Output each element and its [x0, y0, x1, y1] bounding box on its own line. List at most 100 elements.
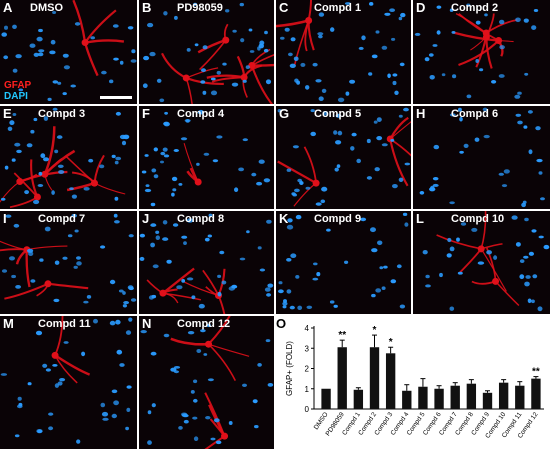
dapi-nucleus — [113, 213, 118, 218]
dapi-nucleus — [114, 160, 119, 165]
dapi-nucleus — [1, 269, 8, 273]
micrograph-image — [422, 211, 550, 312]
dapi-nucleus — [170, 367, 177, 372]
dapi-nucleus — [318, 12, 325, 17]
dapi-nucleus — [398, 114, 403, 118]
dapi-nucleus — [212, 159, 219, 163]
panel-title: Compd 8 — [177, 213, 225, 225]
dapi-nucleus — [228, 421, 233, 425]
dapi-nucleus — [113, 400, 119, 406]
dapi-nucleus — [207, 234, 212, 238]
dapi-nucleus — [198, 303, 205, 309]
dapi-nucleus — [187, 331, 195, 335]
panel-letter: C — [279, 0, 289, 15]
dapi-nucleus — [178, 183, 183, 186]
dapi-nucleus — [356, 158, 361, 164]
dapi-nucleus — [15, 54, 22, 59]
dapi-nucleus — [228, 286, 235, 291]
gfap-cell-body — [221, 432, 229, 440]
dapi-nucleus — [519, 259, 525, 263]
dapi-nucleus — [290, 37, 296, 42]
dapi-nucleus — [358, 46, 364, 50]
dapi-nucleus — [101, 70, 107, 75]
dapi-nucleus — [322, 111, 329, 116]
dapi-nucleus — [49, 50, 56, 55]
micrograph-image — [139, 213, 274, 314]
dapi-nucleus — [90, 36, 95, 40]
micrograph-image — [140, 316, 274, 449]
dapi-nucleus — [369, 2, 374, 6]
dapi-nucleus — [30, 129, 35, 134]
micrograph-image — [1, 0, 137, 101]
dapi-nucleus — [337, 97, 345, 103]
dapi-nucleus — [290, 253, 297, 258]
dapi-nucleus — [76, 256, 81, 260]
dapi-nucleus — [430, 185, 435, 191]
panel-title: DMSO — [30, 2, 63, 14]
dapi-nucleus — [474, 137, 480, 142]
dapi-nucleus — [207, 378, 214, 382]
gfap-cell-body — [205, 340, 213, 348]
dapi-nucleus — [391, 37, 396, 41]
dapi-nucleus — [215, 440, 222, 445]
dapi-nucleus — [239, 2, 244, 7]
dapi-nucleus — [160, 151, 166, 156]
scale-bar — [100, 96, 132, 99]
panel-letter: L — [416, 211, 424, 226]
bar — [353, 389, 364, 409]
dapi-nucleus — [345, 91, 350, 96]
dapi-nucleus — [318, 34, 323, 39]
dapi-nucleus — [312, 62, 318, 67]
dapi-nucleus — [375, 30, 380, 34]
dapi-nucleus — [14, 142, 21, 147]
dapi-nucleus — [295, 275, 300, 279]
dapi-nucleus — [127, 26, 134, 30]
dapi-nucleus — [99, 164, 105, 169]
dapi-nucleus — [54, 149, 59, 154]
panel-letter: N — [142, 316, 152, 331]
dapi-nucleus — [517, 120, 523, 125]
dapi-nucleus — [527, 298, 532, 304]
dapi-nucleus — [515, 17, 521, 23]
dapi-nucleus — [399, 62, 405, 67]
dapi-nucleus — [425, 284, 431, 288]
dapi-nucleus — [284, 27, 290, 32]
dapi-nucleus — [197, 109, 204, 115]
dapi-nucleus — [234, 187, 239, 192]
panel-title: Compd 3 — [38, 108, 86, 120]
dapi-nucleus — [115, 319, 121, 325]
dapi-nucleus — [351, 132, 357, 137]
dapi-nucleus — [225, 9, 230, 13]
y-tick-label: 1 — [305, 385, 310, 394]
dapi-nucleus — [277, 109, 282, 113]
gfap-process — [250, 65, 274, 104]
dapi-nucleus — [213, 418, 220, 423]
micrograph-image — [141, 109, 271, 207]
bar — [498, 382, 509, 409]
dapi-nucleus — [265, 339, 271, 343]
dapi-nucleus — [392, 184, 398, 189]
panel-letter: K — [279, 211, 289, 226]
dapi-nucleus — [172, 188, 177, 192]
dapi-nucleus — [329, 300, 335, 304]
dapi-nucleus — [126, 407, 131, 412]
dapi-nucleus — [522, 200, 527, 204]
micrograph-panel-j: J Compd 8 — [139, 211, 274, 314]
gfap-process — [251, 63, 274, 67]
dapi-nucleus — [111, 389, 118, 394]
micrograph-panel-e: E Compd 3 — [0, 106, 137, 209]
dapi-nucleus — [371, 293, 376, 298]
dapi-nucleus — [531, 299, 535, 304]
dapi-nucleus — [248, 28, 253, 32]
dapi-nucleus — [162, 237, 169, 241]
gfap-process — [485, 36, 493, 69]
panel-title: Compd 12 — [177, 318, 231, 330]
dapi-nucleus — [515, 113, 522, 117]
dapi-nucleus — [452, 74, 457, 79]
panel-title: Compd 9 — [314, 213, 362, 225]
dapi-nucleus — [451, 31, 456, 34]
dapi-nucleus — [291, 192, 296, 196]
dapi-nucleus — [305, 85, 310, 90]
panel-title: Compd 4 — [177, 108, 225, 120]
dapi-nucleus — [373, 120, 378, 124]
